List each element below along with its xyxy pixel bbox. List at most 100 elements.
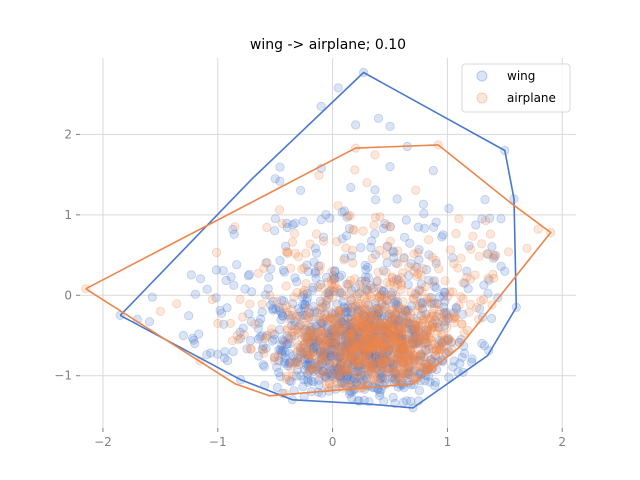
data-points <box>81 67 556 413</box>
point-wing-197 <box>368 344 378 354</box>
point-airplane-399 <box>344 356 354 366</box>
point-airplane-436 <box>270 356 280 366</box>
point-airplane-123 <box>298 342 308 353</box>
point-wing-800 <box>462 266 472 276</box>
point-wing-217 <box>414 369 424 379</box>
point-wing-892 <box>346 387 357 397</box>
point-airplane-317 <box>391 330 401 340</box>
point-wing-646 <box>396 350 406 360</box>
point-airplane-735 <box>369 220 379 230</box>
point-wing-1003 <box>190 338 200 349</box>
point-wing-688 <box>269 353 279 363</box>
point-wing-608 <box>335 360 346 371</box>
point-airplane-901 <box>334 285 344 295</box>
point-wing-859 <box>295 185 306 195</box>
point-wing-577 <box>355 336 366 346</box>
point-wing-220 <box>307 315 317 325</box>
point-wing-951 <box>342 307 352 317</box>
point-wing-813 <box>211 265 222 275</box>
point-airplane-939 <box>360 304 370 314</box>
point-wing-114 <box>378 287 388 297</box>
point-airplane-831 <box>427 297 437 307</box>
point-airplane-637 <box>424 359 434 369</box>
point-airplane-154 <box>307 363 317 373</box>
point-wing-977 <box>303 266 313 277</box>
point-airplane-922 <box>345 299 356 310</box>
point-wing-1 <box>347 322 357 332</box>
point-wing-844 <box>236 333 246 343</box>
point-wing-1017 <box>385 162 395 172</box>
point-wing-479 <box>413 326 423 336</box>
point-airplane-919 <box>411 185 421 195</box>
point-wing-227 <box>274 345 284 355</box>
point-airplane-538 <box>371 304 381 314</box>
point-wing-208 <box>323 328 333 338</box>
point-airplane-792 <box>341 243 351 253</box>
point-wing-239 <box>393 315 403 325</box>
point-wing-259 <box>317 350 327 360</box>
point-wing-413 <box>380 332 391 342</box>
point-airplane-348 <box>269 352 280 362</box>
point-airplane-363 <box>351 356 361 366</box>
point-airplane-457 <box>399 342 409 353</box>
point-wing-461 <box>353 304 364 314</box>
point-wing-138 <box>443 334 453 344</box>
point-airplane-297 <box>296 347 307 357</box>
point-airplane-592 <box>328 314 338 324</box>
point-airplane-267 <box>357 357 367 367</box>
point-airplane-778 <box>444 346 454 357</box>
point-airplane-105 <box>366 337 377 348</box>
point-wing-507 <box>410 325 420 335</box>
point-airplane-875 <box>318 236 329 246</box>
point-airplane-557 <box>366 374 376 384</box>
point-wing-905 <box>431 258 441 268</box>
point-airplane-649 <box>380 341 390 351</box>
point-airplane-128 <box>371 355 381 365</box>
point-airplane-47 <box>315 308 326 318</box>
point-airplane-575 <box>344 330 354 341</box>
point-wing-799 <box>339 206 350 216</box>
point-wing-137 <box>389 367 399 377</box>
point-wing-91 <box>346 303 357 313</box>
point-wing-753 <box>410 289 421 299</box>
point-wing-30 <box>341 330 351 341</box>
point-wing-740 <box>429 281 440 291</box>
point-airplane-340 <box>371 333 382 343</box>
point-wing-321 <box>356 338 366 349</box>
point-wing-789 <box>324 286 334 297</box>
point-airplane-571 <box>440 347 450 357</box>
point-airplane-227 <box>423 341 433 351</box>
point-wing-817 <box>421 264 431 275</box>
point-wing-990 <box>270 214 280 224</box>
point-wing-594 <box>375 360 385 370</box>
point-wing-15 <box>347 327 357 337</box>
point-airplane-335 <box>380 347 390 358</box>
point-wing-268 <box>355 365 366 375</box>
point-airplane-880 <box>299 263 309 273</box>
point-wing-735 <box>266 264 276 274</box>
point-wing-373 <box>368 320 378 330</box>
point-airplane-607 <box>426 311 436 322</box>
point-airplane-622 <box>405 361 415 371</box>
point-airplane-441 <box>343 367 353 377</box>
point-wing-4 <box>393 328 403 339</box>
point-wing-576 <box>361 337 371 347</box>
point-airplane-933 <box>350 274 360 284</box>
legend-marker-airplane <box>476 92 488 104</box>
point-airplane-840 <box>453 263 463 273</box>
point-wing-824 <box>400 369 411 379</box>
point-airplane-853 <box>408 294 418 304</box>
point-wing-947 <box>380 323 390 333</box>
point-wing-691 <box>372 310 382 321</box>
point-airplane-397 <box>404 349 414 360</box>
point-wing-130 <box>337 341 347 351</box>
point-wing-380 <box>329 330 339 341</box>
point-airplane-902 <box>392 324 403 334</box>
point-airplane-34 <box>423 325 433 335</box>
point-airplane-23 <box>415 320 425 330</box>
point-airplane-825 <box>398 297 408 307</box>
point-airplane-806 <box>316 365 327 375</box>
point-airplane-389 <box>317 354 327 364</box>
point-wing-863 <box>392 297 402 307</box>
point-wing-557 <box>354 366 364 376</box>
